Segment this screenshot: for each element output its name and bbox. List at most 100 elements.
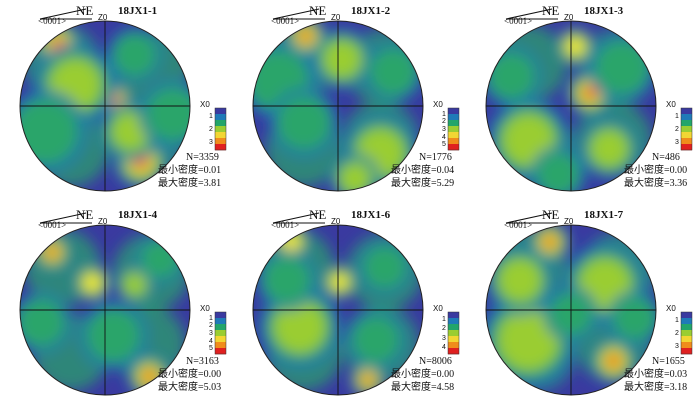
density-blob [351,315,401,365]
scale-bar-segment [681,126,692,133]
scale-bar-segment [448,144,459,151]
axis-code-label: <0001> [38,220,67,230]
density-blob [122,272,148,297]
min-density: 最小密度=0.00 [624,165,688,176]
density-blob [362,374,374,386]
scale-bar-segment [215,342,226,349]
scale-tick-label: 1 [675,113,679,121]
scale-bar-frame [214,311,227,355]
scale-tick-label: 2 [675,126,679,133]
direction-label: NE [542,207,560,222]
direction-label: NE [542,3,560,18]
direction-label: NE [76,3,94,18]
scale-bar-segment [681,108,692,115]
density-blob [85,307,142,364]
density-blob [368,47,418,97]
pole-figure-panel: NE 18JX1-3 <0001> Z0 X0 N=486 最小密度=0.00 最大密度=3.… [466,0,699,203]
density-map [20,21,190,191]
scale-bar-segment [215,132,226,139]
scale-bar-frame [680,311,693,355]
max-density: 最大密度=3.18 [624,382,688,393]
scale-tick-label: 3 [209,138,213,146]
scale-bar-segment [681,342,692,349]
scale-bar-segment [681,336,692,343]
scale-bar-segment [448,114,459,121]
sample-title: 18JX1-4 [118,209,158,221]
density-blob [362,245,408,290]
z-axis-label: Z0 [331,217,341,226]
pole-figure-svg [485,8,693,192]
scale-tick-label: 3 [442,334,446,342]
sample-title: 18JX1-7 [584,209,624,221]
scale-bar-segment [448,126,459,133]
max-density: 最大密度=5.29 [391,178,455,189]
scale-bar-segment [448,342,459,349]
scale-bar-frame [447,107,460,151]
scale-bar-segment [215,312,226,319]
point-count: N=1655 [652,356,685,367]
direction-arrow-icon [505,212,558,224]
scale-tick-label: 5 [442,141,446,149]
scale-bar-segment [681,138,692,145]
scale-bar-segment [215,324,226,331]
density-blob [112,32,158,78]
axis-code-label: <0001> [504,16,533,26]
density-blob [83,273,102,292]
point-count: N=486 [652,152,680,163]
direction-arrow-icon [272,212,325,224]
density-blob [275,94,333,152]
min-density: 最小密度=0.00 [158,369,222,380]
scale-bar-segment [681,120,692,127]
density-blob [262,255,312,305]
sample-title: 18JX1-6 [351,209,391,221]
scale-bar-segment [215,126,226,133]
scale-bar-segment [448,138,459,145]
density-blob [535,151,581,191]
density-blob [20,97,80,166]
scale-bar-segment [681,312,692,319]
scale-tick-label: 1 [442,110,446,118]
scale-bar-frame [447,311,460,355]
min-density: 最小密度=0.00 [391,369,455,380]
density-blob [299,30,312,43]
direction-arrow-icon [505,8,558,20]
density-blob [497,258,543,303]
scale-bar-frame [680,107,693,151]
pole-figure-svg [19,8,227,192]
scale-bar-segment [448,348,459,355]
scale-tick-label: 2 [442,325,446,333]
scale-bar-segment [215,336,226,343]
scale-bar-segment [681,348,692,355]
scale-tick-label: 1 [209,113,213,121]
scale-tick-label: 4 [209,337,213,345]
scale-bar-segment [448,318,459,325]
density-blob [543,235,556,249]
scale-bar-segment [448,132,459,139]
pole-figure-svg [252,8,460,192]
scale-bar-segment [215,318,226,325]
x-axis-label: X0 [200,304,210,313]
scale-tick-label: 3 [209,330,213,337]
scale-bar-segment [215,348,226,355]
z-axis-label: Z0 [331,13,341,22]
x-axis-label: X0 [666,100,676,109]
direction-label: NE [76,207,94,222]
pole-figure-svg [485,212,693,396]
sample-title: 18JX1-2 [351,5,391,17]
z-axis-label: Z0 [98,217,108,226]
scale-tick-label: 2 [675,330,679,337]
scale-tick-label: 2 [209,322,213,330]
direction-label: NE [309,3,327,18]
scale-tick-label: 1 [209,314,213,322]
density-blob [566,37,585,56]
scale-tick-label: 4 [442,133,446,141]
x-axis-label: X0 [433,100,443,109]
max-density: 最大密度=5.03 [158,382,222,393]
scale-bar-segment [681,324,692,331]
density-blob [46,246,59,258]
scale-bar-segment [448,324,459,331]
scale-bar-segment [681,318,692,325]
min-density: 最小密度=0.03 [624,369,688,380]
scale-bar-segment [215,114,226,121]
sample-title: 18JX1-1 [118,5,158,17]
